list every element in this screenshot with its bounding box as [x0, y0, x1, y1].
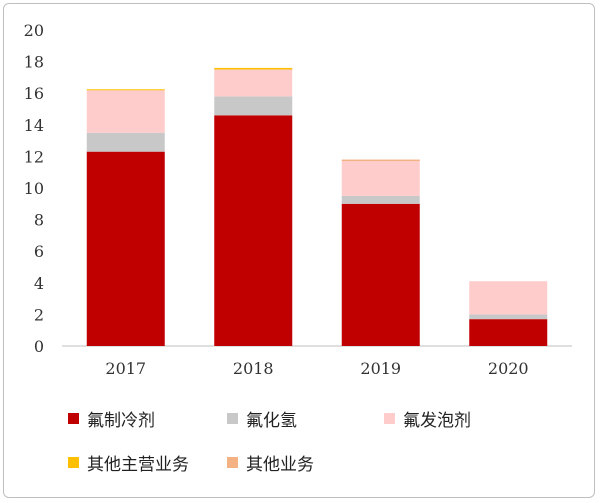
- x-tick-label: 2019: [360, 359, 401, 378]
- x-tick-label: 2018: [233, 359, 274, 378]
- bar-segment-2018-3: [214, 67, 293, 70]
- bar-segment-2019-4: [341, 159, 420, 162]
- y-tick-label: 18: [24, 53, 44, 72]
- bar-segment-2019-2: [341, 161, 420, 196]
- y-tick-label: 12: [24, 147, 44, 166]
- x-tick-label: 2020: [488, 359, 529, 378]
- bar-segment-2017-2: [86, 90, 165, 133]
- y-tick-label: 14: [24, 116, 44, 135]
- bar-segment-2018-2: [214, 69, 293, 97]
- bar-segment-2020-2: [469, 281, 548, 315]
- bar-segment-2017-1: [86, 132, 165, 152]
- bar-segment-2019-1: [341, 195, 420, 204]
- y-tick-label: 20: [24, 21, 44, 40]
- bar-segment-2019-0: [341, 203, 420, 346]
- bar-segment-2018-1: [214, 96, 293, 116]
- y-tick-label: 0: [34, 337, 44, 356]
- bar-segment-2018-0: [214, 115, 293, 346]
- y-tick-label: 8: [34, 211, 44, 230]
- y-tick-label: 4: [34, 274, 44, 293]
- bar-segment-2020-0: [469, 319, 548, 346]
- y-tick-label: 10: [24, 179, 44, 198]
- y-tick-label: 6: [34, 242, 44, 261]
- x-tick-label: 2017: [105, 359, 146, 378]
- bar-segment-2017-0: [86, 151, 165, 346]
- chart-frame: [3, 3, 595, 498]
- bar-segment-2020-1: [469, 314, 548, 320]
- y-tick-label: 2: [34, 305, 44, 324]
- y-tick-label: 16: [24, 84, 44, 103]
- bar-segment-2017-3: [86, 89, 165, 91]
